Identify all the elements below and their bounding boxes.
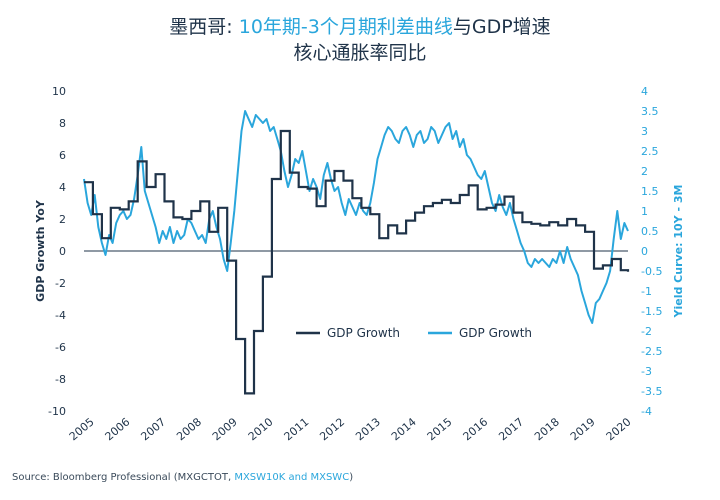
right-tick-label: -3 [641,365,652,378]
chart-svg: 10 8 6 4 2 0 -2 -4 -6 -8 -10 4 3.5 3 2.5 2 1.5 1 0.5 0 -0.5 -… [34,85,685,443]
left-tick-label: 6 [59,149,66,162]
x-tick-label: 2020 [604,415,634,443]
title-line2: 核心通胀率同比 [293,42,427,64]
legend-label-gdp: GDP Growth [327,326,400,340]
series-line-gdp-growth [84,129,630,395]
right-tick-label: -3.5 [641,385,662,398]
right-tick-label: 0.5 [641,225,659,238]
source-highlight: MXSW10K and MXSWC [234,472,350,483]
right-tick-label: -2.5 [641,345,662,358]
source-note: Source: Bloomberg Professional (MXGCTOT,… [12,472,353,483]
x-tick-label: 2016 [461,415,491,443]
chart-title: 墨西哥: 10年期-3个月期利差曲线与GDP增速 核心通胀率同比 [0,14,720,66]
left-tick-label: -2 [55,277,66,290]
right-tick-label: -2 [641,325,652,338]
x-tick-label: 2005 [67,415,97,443]
right-tick-label: 1.5 [641,185,659,198]
title-line1-part3: 与GDP增速 [452,16,551,38]
right-tick-label: 2 [641,165,648,178]
right-tick-label: 1 [641,205,648,218]
x-tick-label: 2017 [496,415,526,443]
x-tick-label: 2013 [353,415,383,443]
x-tick-label: 2007 [138,415,168,443]
x-tick-label: 2010 [246,415,276,443]
x-tick-label: 2015 [425,415,455,443]
title-line1-part1: 墨西哥: [169,16,239,38]
legend-label-yield: GDP Growth [459,326,532,340]
right-tick-label: -1.5 [641,305,662,318]
x-tick-label: 2008 [174,415,204,443]
left-tick-label: 2 [59,213,66,226]
right-tick-label: 3.5 [641,105,659,118]
x-tick-label: 2012 [317,415,347,443]
left-tick-label: 10 [52,85,66,98]
left-tick-label: -8 [55,373,66,386]
right-tick-label: 2.5 [641,145,659,158]
y-axis-right-title: Yield Curve: 10Y - 3M [672,185,685,319]
source-suffix: ) [349,472,354,483]
x-tick-label: 2018 [532,415,562,443]
left-tick-label: -6 [55,341,66,354]
right-tick-label: 4 [641,85,648,98]
right-tick-label: -1 [641,285,652,298]
x-tick-label: 2009 [210,415,240,443]
left-tick-label: 4 [59,181,66,194]
right-tick-label: -4 [641,405,652,418]
left-tick-label: -10 [48,405,66,418]
right-tick-label: -0.5 [641,265,662,278]
title-line1-part2: 10年期-3个月期利差曲线 [238,16,453,38]
x-tick-label: 2011 [282,415,312,443]
x-tick-label: 2014 [389,415,419,443]
y-axis-left-title: GDP Growth YoY [34,199,47,302]
source-prefix: Source: Bloomberg Professional (MXGCTOT, [12,472,235,483]
x-tick-label: 2006 [103,415,133,443]
left-tick-label: -4 [55,309,66,322]
left-tick-label: 8 [59,117,66,130]
x-tick-label: 2019 [568,415,598,443]
left-tick-label: 0 [59,245,66,258]
right-tick-label: 0 [641,245,648,258]
series-line-yield-curve [83,110,629,324]
right-tick-label: 3 [641,125,648,138]
